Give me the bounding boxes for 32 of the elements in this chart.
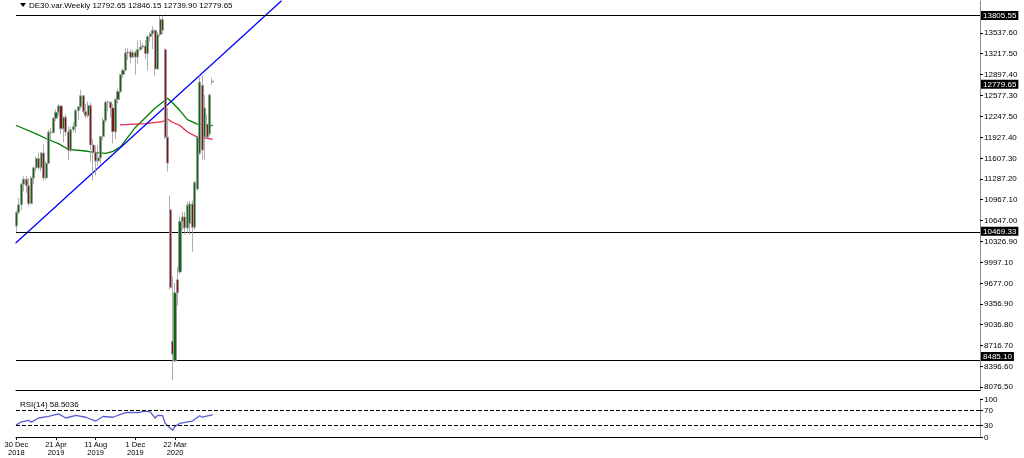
line-series [119, 118, 213, 140]
chart-title: DE30.var.Weekly 12792.65 12846.15 12739.90 12779.65 [29, 0, 234, 10]
y-tick-label: 13537.60 [984, 28, 1018, 38]
y-tick-label: 9677.00 [984, 278, 1014, 288]
y-tick-label: 8396.60 [984, 361, 1014, 371]
chart-title: RSI(14) 58.5036 [20, 399, 80, 409]
y-tick-label: 11927.40 [984, 132, 1018, 142]
candlestick [211, 77, 214, 86]
text: 12779.65 [983, 79, 1017, 89]
y-tick-label: 11287.20 [984, 174, 1018, 184]
ref-line-label: 10469.33 [983, 226, 1017, 236]
y-tick-label: 30 [984, 421, 994, 431]
y-tick-label: 12577.30 [984, 90, 1018, 100]
y-tick-label: 70 [984, 405, 994, 415]
y-tick-label: 10326.90 [984, 236, 1018, 246]
y-tick-label: 8716.70 [984, 340, 1014, 350]
y-tick-label: 13217.50 [984, 49, 1018, 59]
y-tick-label: 10647.00 [984, 215, 1018, 225]
y-tick-label: 12897.40 [984, 69, 1018, 79]
ref-line-label: 8485.10 [983, 351, 1013, 361]
line-series [15, 410, 213, 431]
line-series [15, 97, 213, 155]
y-tick-label: 9997.10 [984, 257, 1014, 267]
ref-line-label: 13805.55 [983, 11, 1017, 21]
y-tick-label: 0 [984, 432, 989, 442]
y-tick-label: 12247.50 [984, 112, 1018, 122]
y-tick-label: 100 [984, 394, 998, 404]
y-tick-label: 10967.10 [984, 195, 1018, 205]
y-tick-label: 9356.90 [984, 299, 1014, 309]
y-tick-label: 11607.30 [984, 153, 1018, 163]
y-tick-label: 9036.80 [984, 320, 1014, 330]
y-tick-label: 8076.50 [984, 382, 1014, 392]
